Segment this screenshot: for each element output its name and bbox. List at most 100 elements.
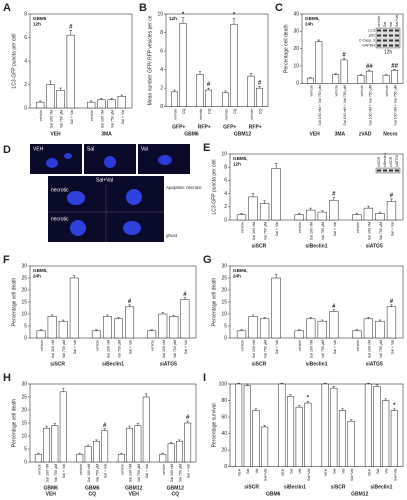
x-tick-label: Sal + Val [390, 340, 394, 354]
note: GBM5 [33, 16, 47, 21]
bar [261, 426, 269, 467]
x-tick-label: Val 750 µM [117, 340, 121, 358]
y-tick-label: 0 [224, 335, 227, 341]
y-axis-label: Percentage cell death [11, 278, 17, 327]
x-tick-label: Sal+Val [393, 469, 397, 481]
x-tick-label: Sal [333, 469, 337, 474]
x-tick-label: Val [341, 469, 345, 474]
bar [315, 41, 323, 84]
blot-band [389, 34, 393, 37]
panel-letter: D [3, 144, 11, 156]
x-tick-label: Sal + Val [390, 222, 394, 236]
bar [126, 427, 134, 463]
x-tick-label: Sal 100 nM [49, 110, 53, 128]
y-tick-label: 100 [219, 381, 228, 387]
group-label: GFP+ [172, 124, 185, 130]
x-tick-label: Val 750 µM [379, 340, 383, 358]
group-label: GBM6 [44, 485, 59, 491]
bar [175, 440, 183, 463]
bar [196, 74, 204, 107]
x-tick-label: Sal+Val [350, 469, 354, 481]
x-tick-label: Sal 100 nM [129, 464, 133, 482]
super-label: GBM6 [184, 131, 199, 137]
y-tick-label: 10 [157, 11, 163, 17]
y-tick-label: 8 [224, 165, 227, 171]
group-sublabel: CQ [89, 491, 97, 497]
plot-frame [229, 153, 404, 221]
y-tick-label: 15 [21, 420, 27, 426]
x-tick-label: Sal + Val [184, 340, 188, 354]
x-tick-label: vehicle [356, 222, 360, 233]
group-label: siBeclin1 [102, 361, 124, 367]
significance-marker: ## [366, 64, 373, 70]
bar [36, 101, 45, 109]
blot-band [395, 39, 399, 42]
bar [357, 75, 365, 84]
x-tick-label: Sal + Val [333, 222, 337, 236]
x-tick-label: Sal 100 nM [170, 464, 174, 482]
x-tick-label: Sal 100 nM [46, 464, 50, 482]
bar [363, 318, 374, 339]
x-tick-label: Val 750 µM [178, 464, 182, 482]
x-tick-label: CQ [258, 108, 262, 114]
bar [235, 383, 243, 467]
x-tick-label: Sal 100 nM [162, 340, 166, 358]
group-label: RFP+ [249, 124, 262, 130]
panel-letter: G [203, 254, 212, 266]
image-label: necrotic [51, 187, 69, 193]
x-tick-label: Sal [376, 469, 380, 474]
panel-letter: E [203, 142, 210, 154]
blot-lane-label: Sal+Val [395, 15, 399, 27]
blot-band [395, 29, 399, 32]
blot-band [377, 169, 381, 172]
x-tick-label: Val 750 µM [137, 464, 141, 482]
y-tick-label: 0 [24, 105, 27, 111]
x-tick-label: vehicle [240, 340, 244, 351]
y-axis-label: Percentage cell death [283, 24, 289, 73]
bar [92, 440, 100, 463]
x-tick-label: Sal 100 nM [310, 222, 314, 240]
y-tick-label: 0 [296, 81, 299, 87]
y-tick-label: 2 [160, 85, 163, 91]
nucleus [70, 220, 86, 236]
significance-marker: # [342, 52, 346, 58]
bar [179, 23, 187, 107]
group-sublabel: CQ [172, 491, 180, 497]
image-label: VEH [33, 146, 44, 152]
x-tick-label: Sal + Val [275, 340, 279, 354]
y-tick-label: 6 [24, 35, 27, 41]
x-tick-label: vehicle [298, 222, 302, 233]
blot-band [389, 169, 393, 172]
bar [294, 214, 304, 221]
plot-frame [229, 383, 404, 467]
significance-marker: * [182, 12, 185, 18]
bar [103, 316, 112, 339]
group-label: 3MA [101, 131, 112, 137]
bar [375, 213, 385, 221]
bar [391, 70, 399, 84]
group-label: siBeclin1 [370, 484, 392, 490]
bar [230, 23, 238, 107]
blot-lane-label: siSCR [389, 156, 393, 167]
bar [125, 306, 135, 339]
y-tick-label: 60 [221, 414, 227, 420]
bar [117, 453, 125, 463]
bar [294, 330, 304, 339]
blot-row-label: GAPDH [362, 43, 375, 47]
bar [51, 425, 59, 463]
note: GBM6, [233, 268, 248, 273]
significance-marker: * [307, 395, 310, 401]
nucleus [104, 156, 116, 168]
x-tick-label: Val 750 µM [62, 340, 66, 358]
y-tick-label: 40 [221, 431, 227, 437]
blot-lane-label: siATG5 [395, 155, 399, 167]
significance-marker: # [332, 304, 336, 310]
x-tick-label: Sal + Val [70, 110, 74, 124]
panel-d: D VEH Sal Val Sal+Val necrotic necrotic … [3, 144, 203, 242]
y-tick-label: 30 [293, 29, 299, 35]
significance-marker: # [390, 193, 394, 199]
bar [259, 318, 270, 339]
y-tick-label: 10 [21, 311, 27, 317]
note: 12h [33, 22, 41, 27]
bar [84, 446, 92, 463]
